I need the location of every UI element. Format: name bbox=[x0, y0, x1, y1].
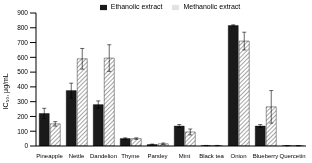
svg-text:900: 900 bbox=[17, 9, 28, 16]
html-text:Methanolic extract: Methanolic extract bbox=[183, 3, 241, 10]
svg-text:0: 0 bbox=[24, 142, 28, 149]
svg-text:100: 100 bbox=[17, 128, 28, 135]
svg-text:500: 500 bbox=[17, 68, 28, 75]
svg-text:Dandelion: Dandelion bbox=[90, 153, 117, 159]
svg-text:Onion: Onion bbox=[230, 153, 246, 159]
html-text:Ethanolic extract: Ethanolic extract bbox=[110, 3, 163, 10]
svg-text:Pineapple: Pineapple bbox=[36, 153, 63, 159]
svg-text:800: 800 bbox=[17, 24, 28, 31]
svg-text:Black tea: Black tea bbox=[199, 153, 224, 159]
svg-text:400: 400 bbox=[17, 83, 28, 90]
svg-text:700: 700 bbox=[17, 39, 28, 46]
svg-text:Blueberry: Blueberry bbox=[253, 153, 279, 159]
svg-text:IC₅₀, μg/mL: IC₅₀, μg/mL bbox=[8, 73, 10, 109]
svg-text:300: 300 bbox=[17, 98, 28, 105]
svg-text:Thyme: Thyme bbox=[121, 153, 140, 159]
svg-text:Parsley: Parsley bbox=[147, 153, 167, 159]
svg-text:200: 200 bbox=[17, 113, 28, 120]
svg-text:Mint: Mint bbox=[179, 153, 191, 159]
svg-text:600: 600 bbox=[17, 54, 28, 61]
svg-text:Nettle: Nettle bbox=[69, 153, 85, 159]
svg-text:Quercetin: Quercetin bbox=[279, 153, 304, 159]
